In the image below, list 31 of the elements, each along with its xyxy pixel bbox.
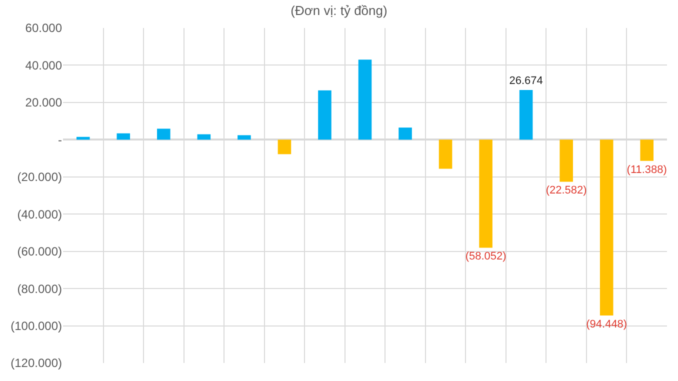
bar <box>116 133 130 140</box>
y-tick-label: (120.000) <box>10 356 62 370</box>
chart-title: (Đơn vị: tỷ đồng) <box>290 2 388 18</box>
y-tick-label: - <box>58 132 62 147</box>
bar <box>600 140 614 316</box>
y-tick-label: 40.000 <box>25 58 62 72</box>
bar <box>358 60 372 140</box>
bar <box>278 140 292 154</box>
y-tick-label: 60.000 <box>25 21 62 36</box>
data-label: 26.674 <box>509 75 543 88</box>
bar <box>560 140 573 182</box>
bar <box>519 90 533 140</box>
data-label: (58.052) <box>465 250 506 263</box>
bar <box>479 140 492 248</box>
data-label: (94.448) <box>586 318 628 330</box>
data-label: (11.388) <box>626 164 667 176</box>
bar <box>157 128 170 140</box>
y-tick-label: (60.000) <box>17 244 62 259</box>
bar <box>398 128 412 140</box>
y-tick-label: 20.000 <box>25 96 62 110</box>
y-tick-label: (20.000) <box>17 170 62 184</box>
bar <box>76 136 90 140</box>
bar <box>318 90 332 140</box>
y-tick-label: (40.000) <box>17 207 62 222</box>
bar <box>238 135 251 140</box>
bar <box>640 140 654 161</box>
bar <box>197 134 211 140</box>
bar <box>438 140 452 169</box>
y-tick-label: (100.000) <box>10 318 62 333</box>
y-tick-label: (80.000) <box>17 282 62 296</box>
data-label: (22.582) <box>546 184 587 197</box>
